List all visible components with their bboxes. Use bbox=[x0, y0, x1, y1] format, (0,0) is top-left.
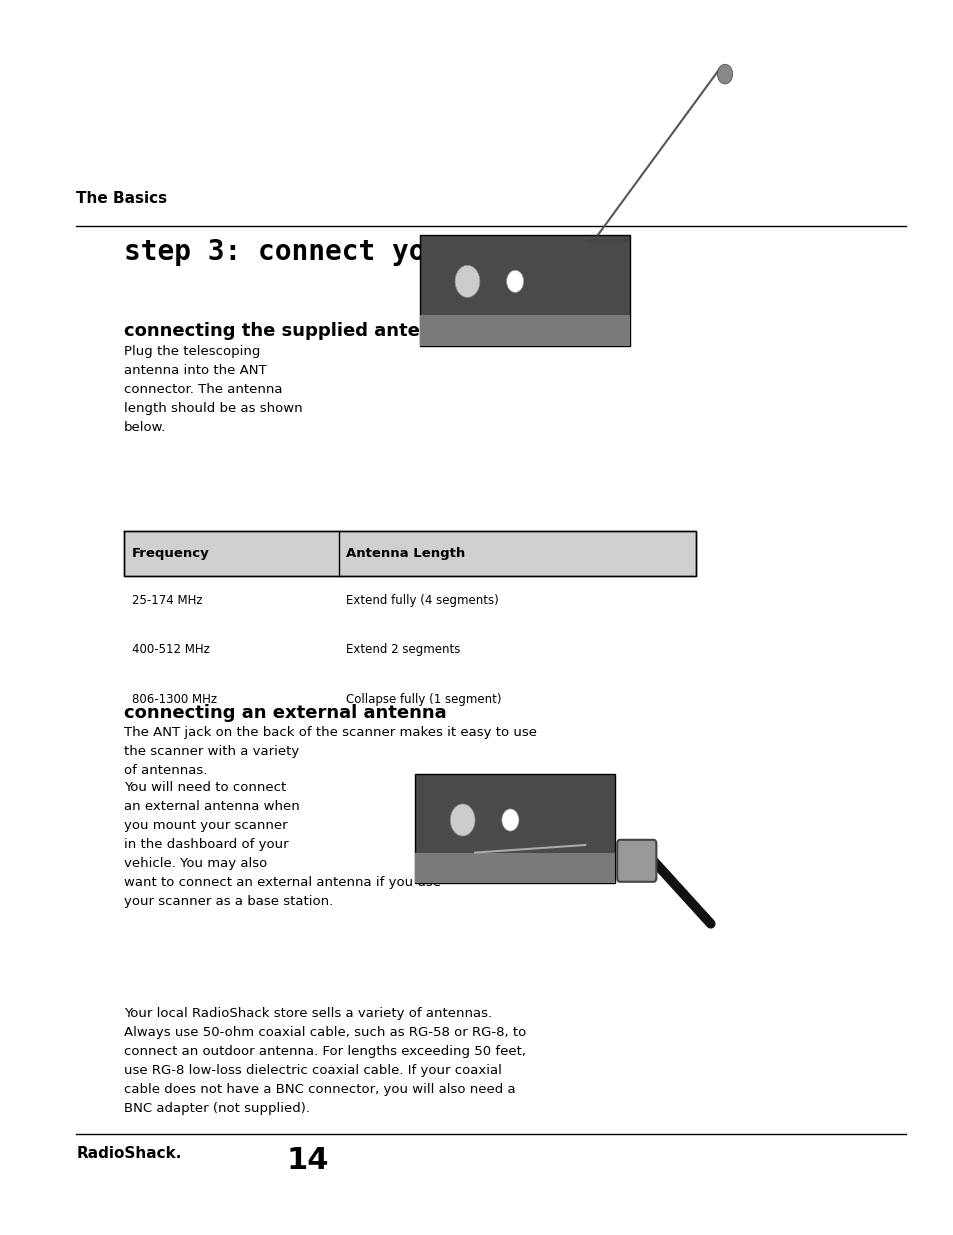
Circle shape bbox=[506, 270, 523, 293]
Text: 400-512 MHz: 400-512 MHz bbox=[132, 643, 210, 656]
FancyBboxPatch shape bbox=[415, 852, 615, 883]
Text: step 3: connect your scanner: step 3: connect your scanner bbox=[124, 238, 593, 267]
Circle shape bbox=[501, 809, 518, 831]
FancyBboxPatch shape bbox=[124, 531, 696, 576]
Text: connecting an external antenna: connecting an external antenna bbox=[124, 704, 446, 722]
Text: Extend fully (4 segments): Extend fully (4 segments) bbox=[346, 594, 498, 606]
Text: You will need to connect
an external antenna when
you mount your scanner
in the : You will need to connect an external ant… bbox=[124, 781, 440, 908]
Circle shape bbox=[450, 804, 475, 836]
Text: Antenna Length: Antenna Length bbox=[346, 547, 465, 559]
FancyBboxPatch shape bbox=[419, 315, 629, 346]
Text: Collapse fully (1 segment): Collapse fully (1 segment) bbox=[346, 693, 501, 705]
FancyBboxPatch shape bbox=[419, 235, 629, 346]
Circle shape bbox=[455, 266, 479, 298]
Text: 14: 14 bbox=[286, 1146, 329, 1174]
Circle shape bbox=[717, 64, 732, 84]
Text: 25-174 MHz: 25-174 MHz bbox=[132, 594, 202, 606]
Text: Your local RadioShack store sells a variety of antennas.
Always use 50-ohm coaxi: Your local RadioShack store sells a vari… bbox=[124, 1007, 526, 1114]
Text: Plug the telescoping
antenna into the ANT
connector. The antenna
length should b: Plug the telescoping antenna into the AN… bbox=[124, 345, 302, 433]
Text: Extend 2 segments: Extend 2 segments bbox=[346, 643, 460, 656]
Text: connecting the supplied antenna: connecting the supplied antenna bbox=[124, 322, 456, 341]
Text: 806-1300 MHz: 806-1300 MHz bbox=[132, 693, 216, 705]
Text: The Basics: The Basics bbox=[76, 191, 168, 206]
Text: Frequency: Frequency bbox=[132, 547, 209, 559]
Text: The ANT jack on the back of the scanner makes it easy to use
the scanner with a : The ANT jack on the back of the scanner … bbox=[124, 726, 537, 777]
FancyBboxPatch shape bbox=[415, 774, 615, 883]
Text: RadioShack.: RadioShack. bbox=[76, 1146, 181, 1161]
FancyBboxPatch shape bbox=[617, 840, 656, 882]
